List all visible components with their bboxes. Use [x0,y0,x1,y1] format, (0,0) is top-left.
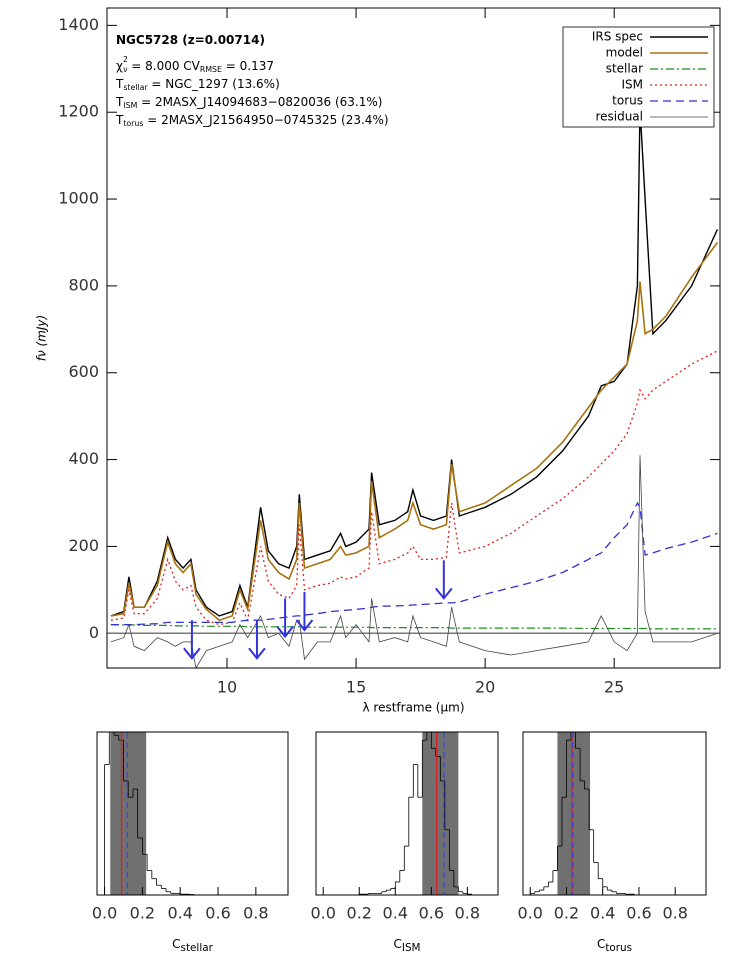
panel-frame [315,731,499,896]
annotation-part: = 2MASX_J14094683−0820036 (63.1%) [137,95,382,109]
x-axis-label-part: C [172,937,180,951]
annotation-part: RMSE [200,65,222,74]
y-tick-label: 1000 [58,189,99,208]
x-tick-label: 0.2 [130,904,155,923]
annotation-part: stellar [123,83,148,92]
annotation-part: T [115,113,124,127]
x-tick-label: 25 [604,678,624,697]
x-tick-label: 0.8 [243,904,268,923]
annotation-part: ISM [123,101,137,110]
series-line [110,501,718,626]
x-tick-label: 0.4 [590,904,615,923]
upper-limit-head [248,647,266,660]
x-tick-label: 10 [217,678,237,697]
annotation-part: T [115,77,124,91]
legend-label: residual [595,110,643,124]
annotation: Tstellar = NGC_1297 (13.6%) [115,77,280,93]
annotation-part: = 8.000 CV [127,59,200,73]
legend-label: torus [612,94,643,108]
annotation-part: = NGC_1297 (13.6%) [148,77,280,91]
annotation: NGC5728 (z=0.00714) [116,33,265,47]
x-tick-label: 0.4 [167,904,192,923]
panel-frame [522,731,707,896]
x-axis-label-part: C [393,937,401,951]
x-tick-label: 0.6 [419,904,444,923]
annotation-part: ν [123,65,127,74]
x-axis-label-part: torus [605,942,632,954]
y-axis-label: fν (mJy) [35,315,49,361]
y-tick-label: 0 [89,623,99,642]
x-axis-label: CISM [393,937,420,955]
x-axis-label: λ restframe (μm) [362,701,464,715]
x-axis-label: Cstellar [172,937,213,955]
annotation-part: χ [116,59,123,73]
annotation-part: NGC5728 (z=0.00714) [116,33,265,47]
series-line [110,624,718,630]
x-tick-label: 0.8 [455,904,480,923]
y-tick-label: 1400 [58,15,99,34]
legend-box [562,26,715,128]
series-line [110,107,719,617]
upper-limit-head [183,647,201,660]
series-line [110,455,718,668]
legend-label: ISM [621,78,643,92]
x-axis-label: Ctorus [597,937,632,955]
panel-frame [96,731,289,896]
series-line [110,350,718,626]
annotation: TISM = 2MASX_J14094683−0820036 (63.1%) [115,95,382,111]
x-axis-label-part: ISM [402,942,421,954]
annotation-part: T [115,95,124,109]
upper-limit-head [435,587,453,600]
y-tick-label: 800 [68,275,99,294]
upper-limit-head [295,619,314,632]
annotation-part: 2 [123,55,128,64]
series-line [110,242,719,622]
y-tick-label: 1200 [58,102,99,121]
plot-frame [106,7,721,669]
x-tick-label: 0.2 [554,904,579,923]
annotation: Ttorus = 2MASX_J21564950−0745325 (23.4%) [115,113,389,129]
annotation-part: = 0.137 [222,59,274,73]
legend-label: IRS spec [592,30,643,44]
shaded-range [110,732,147,895]
x-axis-label-part: C [597,937,605,951]
x-tick-label: 0.0 [92,904,117,923]
y-tick-label: 200 [68,536,99,555]
x-tick-label: 20 [475,678,495,697]
plot-area [107,107,720,668]
y-tick-label: 400 [68,449,99,468]
annotation: χ2 ν = 8.000 CVRMSE = 0.137 [116,55,274,74]
annotation-part: = 2MASX_J21564950−0745325 (23.4%) [143,113,388,127]
x-tick-label: 0.8 [662,904,687,923]
x-tick-label: 0.2 [347,904,372,923]
legend-label: stellar [606,62,643,76]
annotation-part: torus [123,119,143,128]
y-tick-label: 600 [68,362,99,381]
x-tick-label: 0.0 [518,904,543,923]
x-tick-label: 0.6 [626,904,651,923]
x-tick-label: 0.0 [310,904,335,923]
legend-label: model [606,46,643,60]
x-tick-label: 15 [346,678,366,697]
x-tick-label: 0.6 [205,904,230,923]
shaded-range [557,732,591,895]
upper-limit-head [276,625,294,639]
x-tick-label: 0.4 [383,904,408,923]
x-axis-label-part: stellar [181,942,214,954]
